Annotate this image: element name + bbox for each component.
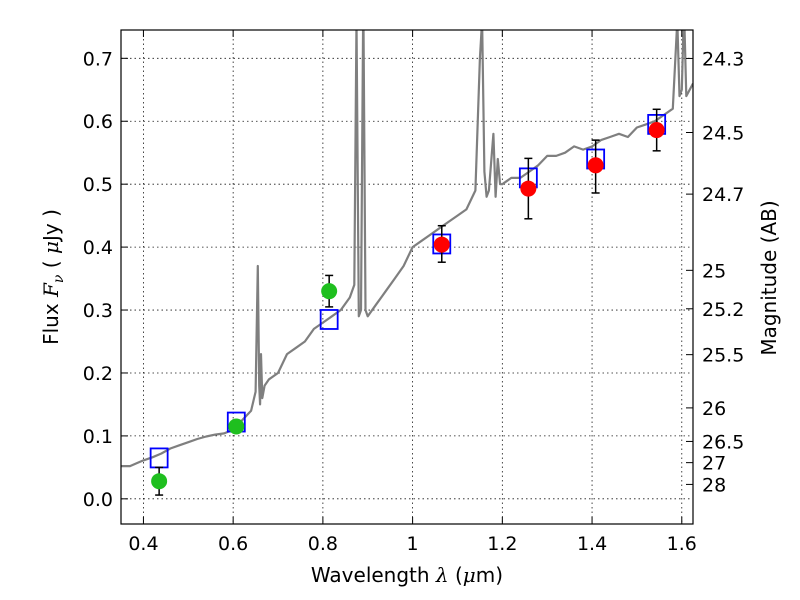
y-tick-label: 0.7 xyxy=(83,48,113,70)
optical-data-point xyxy=(151,473,168,490)
y2-axis-label: Magnitude (AB) xyxy=(757,200,781,355)
y-tick-label: 0.3 xyxy=(83,300,113,322)
y-tick-label: 0.5 xyxy=(83,174,113,196)
nir-data-point xyxy=(433,236,450,253)
x-tick-label: 1.6 xyxy=(667,533,697,555)
y-tick-label: 0.0 xyxy=(83,489,113,511)
y-tick-label: 0.2 xyxy=(83,363,113,385)
y-tick-label: 0.1 xyxy=(83,426,113,448)
y2-tick-label: 24.3 xyxy=(702,48,744,70)
ticks-layer: 0.4 0.6 0.8 1 1.2 1.4 1.6 0.0 0.1 0.2 0.3 0.4 0.5 0.6… xyxy=(83,30,744,555)
y2-tick-label: 28 xyxy=(702,474,726,496)
y2-tick-label: 24.7 xyxy=(702,184,744,206)
grid-lines xyxy=(121,30,693,524)
nir-data-point xyxy=(520,180,537,197)
y-axis-label: Flux Fν ( μJy ) xyxy=(39,209,67,345)
y-tick-label: 0.6 xyxy=(83,111,113,133)
y2-tick-label: 25.2 xyxy=(702,299,744,321)
y2-tick-label: 27 xyxy=(702,453,726,475)
y-tick-label: 0.4 xyxy=(83,237,113,259)
y2-tick-label: 25 xyxy=(702,260,726,282)
x-tick-label: 0.4 xyxy=(128,533,158,555)
optical-data-point xyxy=(228,418,245,435)
x-tick-label: 1.2 xyxy=(487,533,517,555)
x-axis-label: Wavelength λ (μm) xyxy=(311,563,503,587)
x-tick-label: 1.4 xyxy=(577,533,607,555)
x-tick-label: 1 xyxy=(407,533,419,555)
points-layer xyxy=(149,108,667,496)
x-tick-label: 0.8 xyxy=(308,533,338,555)
spectrum-line xyxy=(121,30,693,468)
nir-data-point xyxy=(648,122,665,139)
plot-frame xyxy=(120,29,694,525)
optical-data-point xyxy=(321,283,338,300)
nir-data-point xyxy=(587,157,604,174)
model-square-marker xyxy=(319,309,339,330)
spectrum-layer xyxy=(121,30,693,468)
x-tick-label: 0.6 xyxy=(218,533,248,555)
y2-tick-label: 26.5 xyxy=(702,431,744,453)
y2-tick-label: 25.5 xyxy=(702,345,744,367)
y2-tick-label: 24.5 xyxy=(702,123,744,145)
y2-tick-label: 26 xyxy=(702,398,726,420)
